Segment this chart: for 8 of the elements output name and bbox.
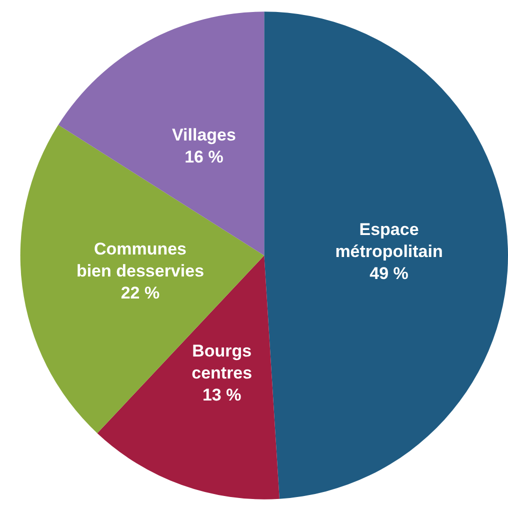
slice-label: Villages (172, 126, 236, 145)
slice-label: Communes bien desservies (76, 240, 204, 281)
data-label: 13 % (202, 386, 242, 405)
data-label: 49 % (370, 264, 408, 284)
data-label: 22 % (120, 284, 160, 303)
data-label: 16 % (184, 148, 224, 167)
slice-label: Espace métropolitain (335, 220, 443, 262)
slice-label: Bourgs centres (192, 342, 252, 383)
